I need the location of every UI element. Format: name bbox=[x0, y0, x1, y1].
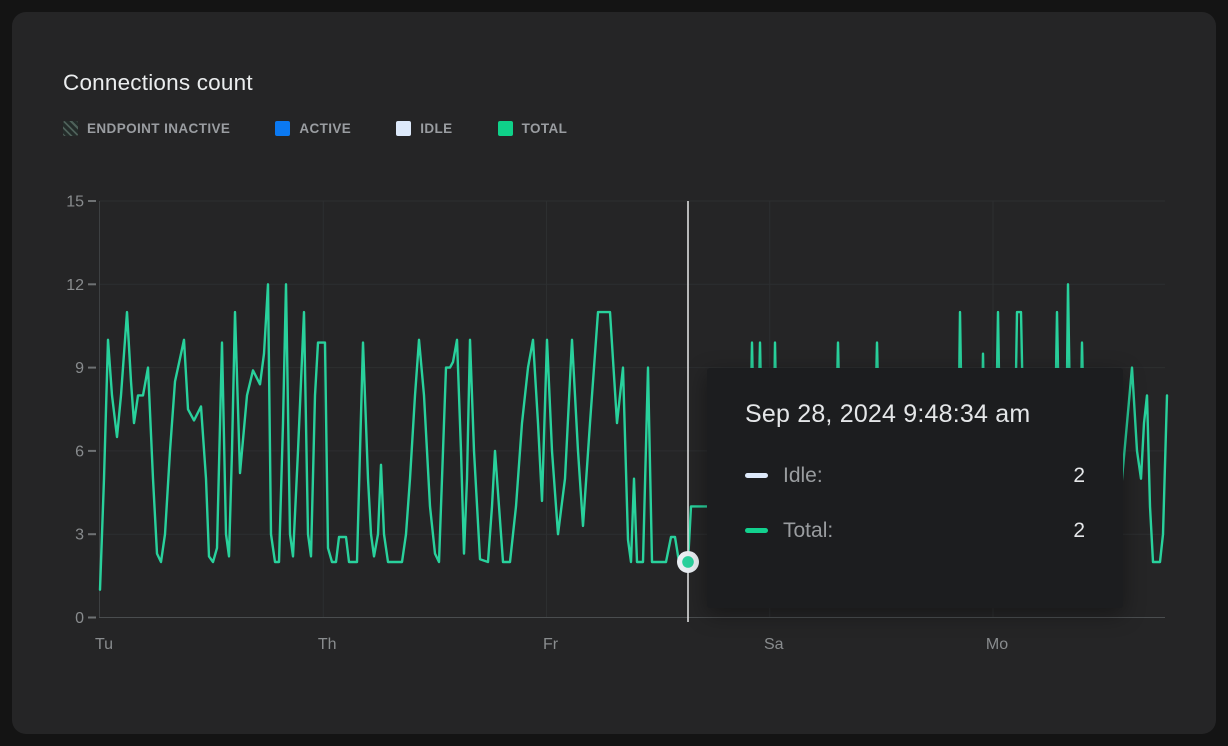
legend-item-idle[interactable]: IDLE bbox=[396, 120, 453, 136]
idle-swatch-icon bbox=[396, 120, 412, 136]
tooltip-row-label: Idle: bbox=[783, 463, 823, 487]
active-point-marker-center bbox=[682, 556, 694, 568]
legend-item-active[interactable]: ACTIVE bbox=[275, 120, 352, 136]
x-tick-label: Fr bbox=[543, 636, 559, 653]
legend-label: ENDPOINT INACTIVE bbox=[87, 120, 231, 136]
x-tick-label: Tu bbox=[95, 636, 113, 653]
y-tick-label: 6 bbox=[75, 443, 84, 460]
total-series-dash-icon bbox=[745, 528, 768, 533]
legend-item-endpoint-inactive[interactable]: ENDPOINT INACTIVE bbox=[63, 120, 231, 136]
tooltip-row-value: 2 bbox=[1073, 463, 1085, 487]
x-tick-label: Sa bbox=[764, 636, 784, 653]
tooltip-timestamp: Sep 28, 2024 9:48:34 am bbox=[745, 400, 1031, 428]
y-tick-label: 3 bbox=[75, 527, 84, 544]
tooltip-row-idle: Idle: 2 bbox=[745, 462, 1085, 489]
y-tick-label: 0 bbox=[75, 610, 84, 627]
y-tick-label: 9 bbox=[75, 360, 84, 377]
legend-label: TOTAL bbox=[521, 120, 568, 136]
tooltip-row-total: Total: 2 bbox=[745, 517, 1085, 544]
legend-item-total[interactable]: TOTAL bbox=[497, 120, 568, 136]
chart-legend: ENDPOINT INACTIVE ACTIVE IDLE TOTAL bbox=[63, 116, 567, 140]
tooltip-row-label: Total: bbox=[783, 518, 834, 542]
card-title: Connections count bbox=[63, 70, 253, 95]
legend-label: IDLE bbox=[420, 120, 453, 136]
legend-label: ACTIVE bbox=[299, 120, 352, 136]
chart-tooltip: Sep 28, 2024 9:48:34 am Idle: 2 Total: 2 bbox=[707, 368, 1123, 608]
y-tick-label: 12 bbox=[66, 277, 84, 294]
tooltip-row-value: 2 bbox=[1073, 518, 1085, 542]
endpoint-inactive-swatch-icon bbox=[63, 120, 78, 136]
total-swatch-icon bbox=[497, 120, 513, 136]
y-tick-label: 15 bbox=[66, 194, 84, 211]
active-swatch-icon bbox=[275, 120, 291, 136]
x-tick-label: Th bbox=[318, 636, 337, 653]
idle-series-dash-icon bbox=[745, 473, 768, 478]
x-tick-label: Mo bbox=[986, 636, 1008, 653]
